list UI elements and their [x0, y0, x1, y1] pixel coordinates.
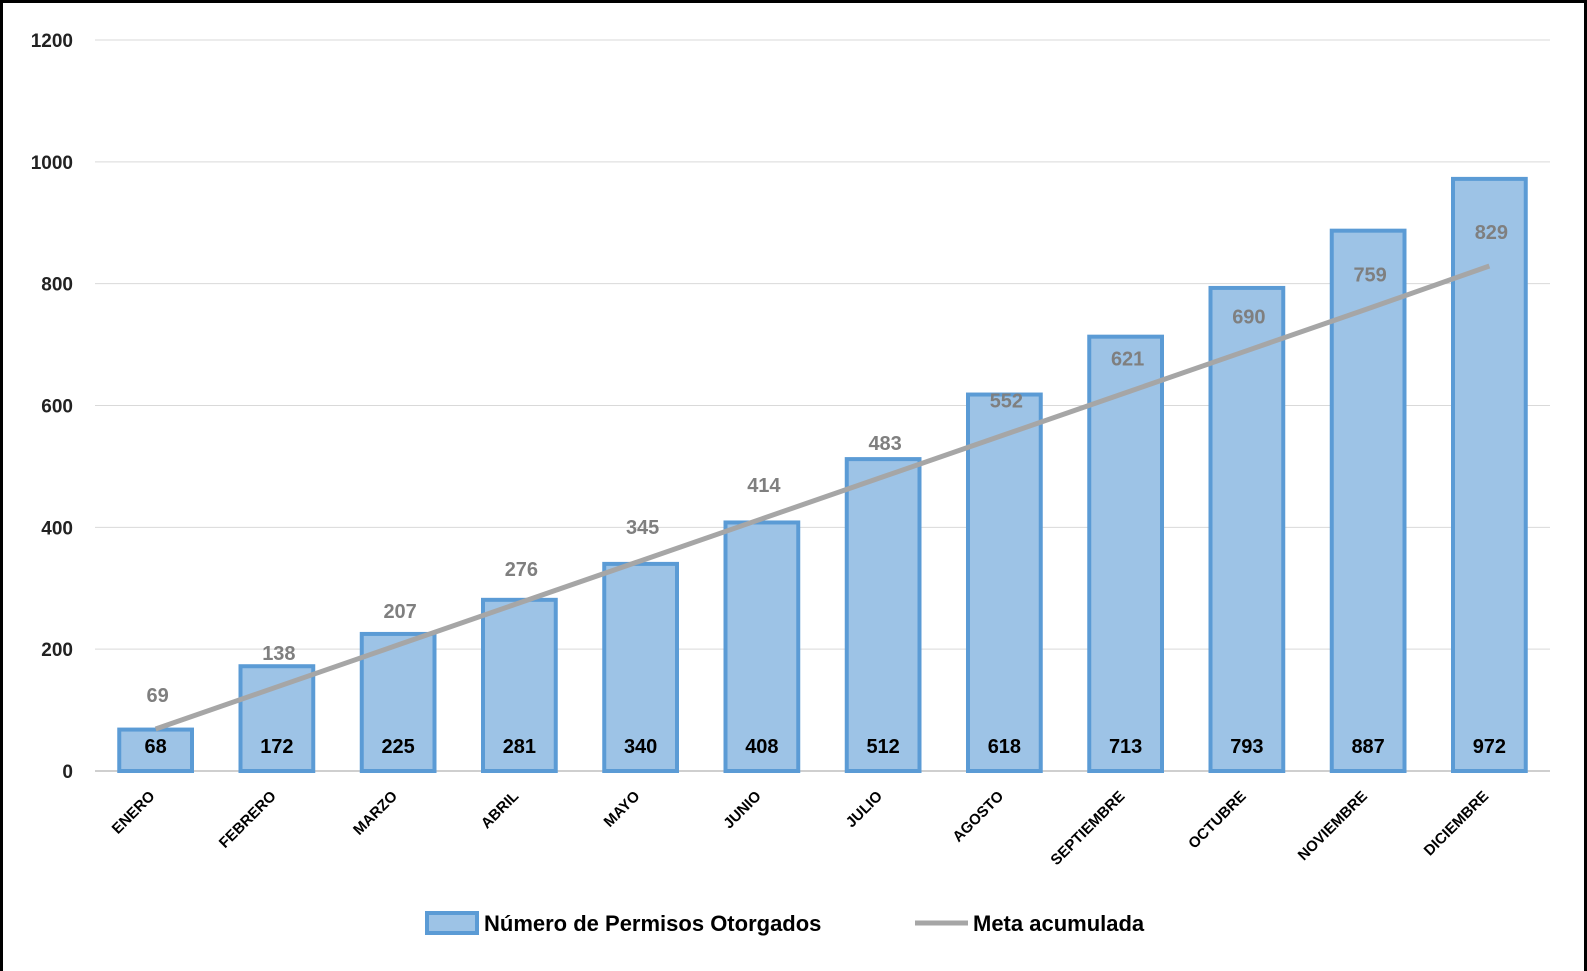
legend-label-bars: Número de Permisos Otorgados [484, 911, 821, 936]
x-tick-label: SEPTIEMBRE [1047, 788, 1128, 869]
bar-series: 68 172 225 281 340 408 512 618 713 793 887 972 [117, 176, 1528, 774]
bar-data-label: 281 [503, 736, 536, 758]
line-data-label: 690 [1232, 307, 1265, 329]
x-tick-label: ENERO [109, 788, 159, 838]
x-tick-label: FEBRERO [216, 788, 280, 852]
bar-data-label: 887 [1351, 736, 1384, 758]
y-axis: 0 200 400 600 800 1000 1200 [31, 31, 73, 783]
x-tick-label: OCTUBRE [1185, 788, 1249, 852]
bar [1087, 334, 1164, 773]
y-tick-label: 600 [41, 397, 73, 418]
y-tick-label: 1000 [31, 153, 73, 174]
line-data-label: 276 [505, 559, 538, 581]
x-tick-label: AGOSTO [949, 788, 1007, 846]
legend: Número de Permisos Otorgados Meta acumul… [425, 911, 1145, 936]
legend-swatch-bars [425, 911, 479, 935]
bar-data-label: 340 [624, 736, 657, 758]
bar-data-label: 172 [260, 736, 293, 758]
gridlines [95, 39, 1550, 772]
x-tick-label: MAYO [601, 788, 644, 831]
bar [1451, 176, 1528, 773]
line-data-label: 138 [262, 643, 295, 665]
legend-label-line: Meta acumulada [973, 911, 1145, 936]
y-tick-label: 800 [41, 275, 73, 296]
bar-data-label: 713 [1109, 736, 1142, 758]
line-data-label: 207 [383, 601, 416, 623]
line-data-label: 621 [1111, 349, 1144, 371]
bar-data-label: 408 [745, 736, 778, 758]
line-data-label: 829 [1475, 222, 1508, 244]
bar [117, 727, 194, 773]
x-tick-label: JUNIO [720, 788, 765, 833]
line-data-label: 345 [626, 517, 659, 539]
bar [844, 457, 922, 773]
bar-data-label: 793 [1230, 736, 1263, 758]
x-tick-label: JULIO [843, 788, 886, 831]
y-tick-label: 400 [41, 518, 73, 539]
x-axis: ENERO FEBRERO MARZO ABRIL MAYO JUNIO JULIO AGOS… [109, 788, 1492, 869]
bar-data-label: 225 [381, 736, 414, 758]
y-tick-label: 0 [62, 762, 73, 783]
bar-data-label: 512 [866, 736, 899, 758]
bar [723, 520, 801, 774]
line-series: 69 138 207 276 345 414 483 552 621 690 759 829 [147, 222, 1508, 732]
line-path [154, 263, 1491, 732]
bar-data-label: 618 [988, 736, 1021, 758]
line-data-label: 483 [868, 433, 901, 455]
line-data-label: 759 [1353, 265, 1386, 287]
bar [602, 561, 679, 774]
x-tick-label: NOVIEMBRE [1295, 788, 1371, 864]
y-tick-label: 200 [41, 640, 73, 661]
y-tick-label: 1200 [31, 31, 73, 52]
line-data-label: 552 [990, 391, 1023, 413]
bar-data-label: 68 [145, 736, 167, 758]
bar [238, 664, 316, 773]
bar [1208, 285, 1286, 773]
bar [1329, 228, 1407, 773]
line-data-label: 414 [747, 475, 781, 497]
x-tick-label: ABRIL [478, 788, 522, 832]
bar [966, 392, 1043, 773]
bar-data-label: 972 [1473, 736, 1506, 758]
bar [481, 597, 558, 773]
x-tick-label: MARZO [350, 788, 401, 839]
x-tick-label: DICIEMBRE [1421, 788, 1493, 860]
line-data-label: 69 [147, 685, 169, 707]
bar [359, 631, 437, 773]
